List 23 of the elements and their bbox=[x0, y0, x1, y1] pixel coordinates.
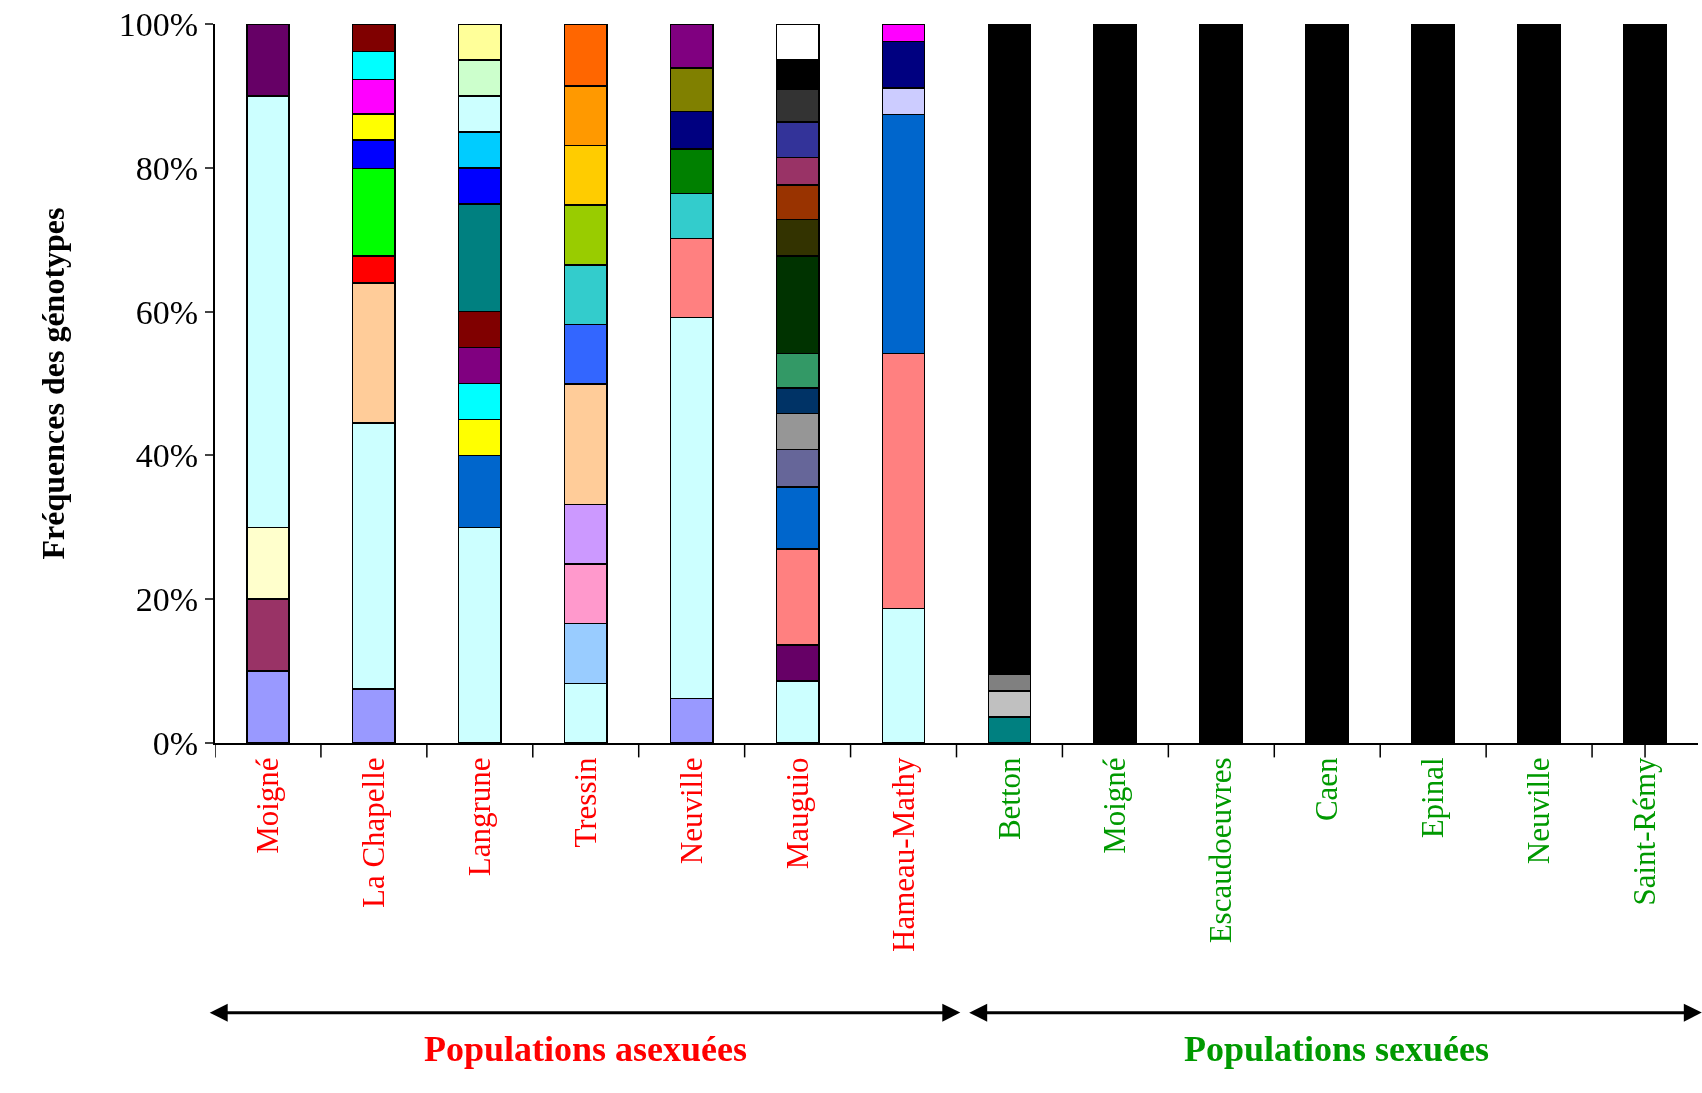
x-tick-label: Betton bbox=[991, 756, 1027, 841]
x-tick-label: Saint-Rémy bbox=[1627, 756, 1663, 906]
x-tick-label: Epinal bbox=[1415, 757, 1451, 839]
y-tick-label: 20% bbox=[135, 581, 199, 619]
y-tick-label: 0% bbox=[152, 724, 199, 762]
y-tick-label: 80% bbox=[135, 149, 199, 187]
x-tick-label: Moigné bbox=[250, 757, 286, 854]
text: Populations asexuées bbox=[424, 1029, 748, 1069]
y-tick-label: 100% bbox=[118, 5, 199, 43]
y-axis-title: Fréquences des génotypes bbox=[34, 207, 71, 560]
x-tick-label: Tressin bbox=[567, 756, 603, 848]
x-tick-label: La Chapelle bbox=[355, 757, 391, 909]
x-tick-label: Escaudoeuvres bbox=[1203, 757, 1239, 944]
text: Populations sexuées bbox=[1184, 1029, 1490, 1069]
y-tick-label: 60% bbox=[135, 293, 199, 331]
x-tick-label: Neuville bbox=[1521, 757, 1557, 865]
x-tick-label: Hameau-Mathy bbox=[885, 756, 921, 952]
x-tick-label: Mauguio bbox=[779, 757, 815, 870]
x-tick-label: Moigné bbox=[1097, 757, 1133, 854]
y-tick-label: 40% bbox=[135, 437, 199, 475]
x-tick-label: Langrune bbox=[461, 757, 497, 877]
x-tick-label: Caen bbox=[1309, 756, 1345, 822]
x-tick-label: Neuville bbox=[673, 757, 709, 865]
